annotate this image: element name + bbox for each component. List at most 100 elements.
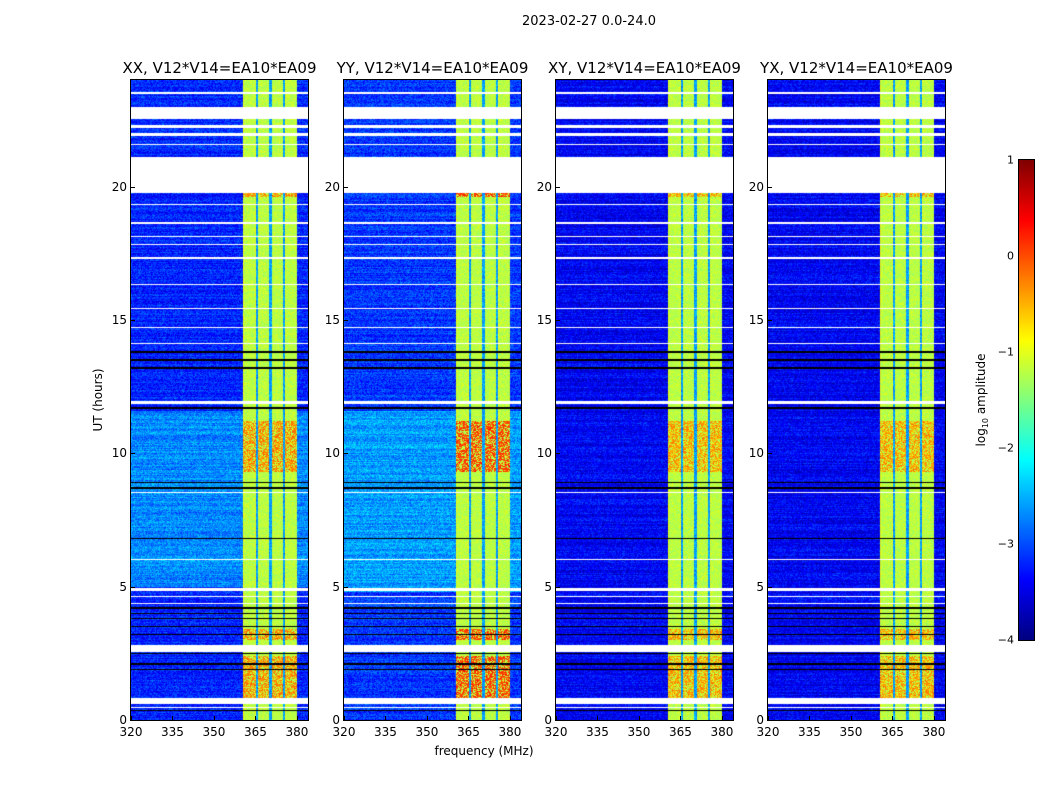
colorbar <box>1018 159 1035 641</box>
y-tick-label: 0 <box>756 713 764 727</box>
heatmap-image <box>131 80 308 720</box>
y-tick-mark <box>556 186 560 188</box>
y-tick-mark <box>131 320 135 321</box>
colorbar-tick-label: −1 <box>997 345 1014 359</box>
y-tick-label: 5 <box>332 579 340 594</box>
y-tick-mark <box>344 720 348 721</box>
y-tick-mark <box>556 720 560 721</box>
x-tick-mark <box>768 716 769 720</box>
x-tick-label: 335 <box>798 725 821 739</box>
x-tick-label: 365 <box>669 725 692 739</box>
y-tick-label: 5 <box>119 579 127 594</box>
y-tick-label: 15 <box>324 313 340 327</box>
heatmap-image <box>556 80 733 720</box>
y-tick-mark <box>768 720 772 721</box>
y-tick-mark <box>344 320 348 321</box>
y-tick-label: 15 <box>536 313 552 327</box>
x-tick-label: 320 <box>332 725 356 739</box>
colorbar-tick-label: 0 <box>1007 249 1014 263</box>
y-tick-label: 10 <box>536 446 552 461</box>
x-tick-label: 350 <box>627 725 651 739</box>
x-axis-label: frequency (MHz) <box>434 744 534 758</box>
y-tick-mark <box>768 453 772 455</box>
colorbar-label-rest: amplitude <box>973 353 988 418</box>
x-tick-mark <box>638 716 640 720</box>
x-tick-mark <box>385 716 387 720</box>
colorbar-tick-label: −4 <box>997 633 1014 647</box>
panel-title: XY, V12*V14=EA10*EA09 <box>548 59 741 77</box>
x-tick-mark <box>426 716 428 720</box>
x-tick-label: 350 <box>415 725 439 739</box>
figure-title: 2023-02-27 0.0-24.0 <box>522 14 656 29</box>
heatmap-panel-3 <box>767 79 946 721</box>
colorbar-tick-label: −2 <box>997 441 1014 455</box>
x-tick-mark <box>296 716 298 720</box>
x-tick-label: 320 <box>544 725 568 739</box>
x-tick-label: 350 <box>839 725 863 739</box>
y-tick-mark <box>768 320 772 321</box>
colorbar-label-sub: 10 <box>981 417 991 429</box>
y-tick-mark <box>344 453 348 455</box>
y-axis-label: UT (hours) <box>91 368 105 432</box>
heatmap-panel-2 <box>555 79 734 721</box>
y-tick-label: 10 <box>111 446 127 461</box>
y-tick-label: 15 <box>748 313 764 327</box>
y-tick-mark <box>768 186 772 188</box>
y-tick-label: 20 <box>748 179 764 194</box>
x-tick-label: 320 <box>119 725 143 739</box>
y-tick-mark <box>768 586 772 588</box>
panel-title: XX, V12*V14=EA10*EA09 <box>122 59 317 77</box>
x-tick-mark <box>556 716 557 720</box>
x-tick-label: 365 <box>881 725 904 739</box>
y-tick-label: 15 <box>111 313 127 327</box>
y-tick-label: 20 <box>536 179 552 194</box>
x-tick-label: 365 <box>457 725 480 739</box>
x-tick-mark <box>850 716 852 720</box>
x-tick-label: 335 <box>374 725 397 739</box>
y-tick-mark <box>556 586 560 588</box>
y-tick-label: 10 <box>748 446 764 461</box>
y-tick-mark <box>556 320 560 321</box>
heatmap-image <box>344 80 521 720</box>
heatmap-image <box>768 80 945 720</box>
x-tick-label: 380 <box>498 725 522 739</box>
x-tick-label: 380 <box>285 725 309 739</box>
x-tick-label: 320 <box>756 725 780 739</box>
panel-title: YX, V12*V14=EA10*EA09 <box>760 59 953 77</box>
y-tick-label: 5 <box>544 579 552 594</box>
colorbar-label-main: log <box>973 428 988 447</box>
x-tick-mark <box>131 716 132 720</box>
x-tick-label: 350 <box>202 725 226 739</box>
x-tick-mark <box>721 716 723 720</box>
y-tick-label: 5 <box>756 579 764 594</box>
y-tick-mark <box>131 186 135 188</box>
y-tick-label: 0 <box>544 713 552 727</box>
x-tick-label: 335 <box>586 725 609 739</box>
x-tick-label: 380 <box>922 725 946 739</box>
x-tick-mark <box>809 716 811 720</box>
y-tick-label: 10 <box>324 446 340 461</box>
x-tick-mark <box>509 716 511 720</box>
heatmap-panel-1 <box>343 79 522 721</box>
y-tick-mark <box>131 586 135 588</box>
x-tick-mark <box>597 716 599 720</box>
x-tick-mark <box>680 716 682 720</box>
x-tick-mark <box>468 716 470 720</box>
colorbar-label: log10 amplitude <box>974 354 990 447</box>
y-tick-label: 20 <box>111 179 127 194</box>
y-tick-mark <box>131 453 135 455</box>
panel-title: YY, V12*V14=EA10*EA09 <box>336 59 529 77</box>
y-tick-mark <box>344 586 348 588</box>
x-tick-mark <box>933 716 935 720</box>
x-tick-label: 365 <box>244 725 267 739</box>
heatmap-panel-0 <box>130 79 309 721</box>
x-tick-mark <box>255 716 257 720</box>
x-tick-mark <box>892 716 894 720</box>
colorbar-tick-label: −3 <box>997 537 1014 551</box>
x-tick-mark <box>344 716 345 720</box>
y-tick-label: 0 <box>332 713 340 727</box>
x-tick-mark <box>213 716 215 720</box>
y-tick-mark <box>131 720 135 721</box>
y-tick-mark <box>556 453 560 455</box>
colorbar-tick-label: 1 <box>1007 153 1014 167</box>
